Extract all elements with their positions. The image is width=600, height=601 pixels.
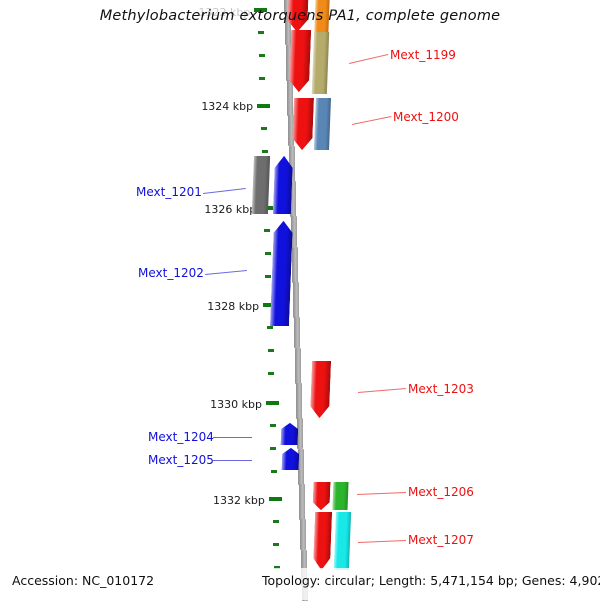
ruler-tick-minor	[271, 470, 277, 473]
status-bar: Accession: NC_010172 Topology: circular;…	[0, 568, 600, 600]
gene-arrow-down	[289, 30, 311, 92]
gene-1200[interactable]	[292, 98, 314, 150]
cog-1201-grey	[252, 156, 270, 214]
gene-1199[interactable]	[289, 30, 311, 92]
gene-arrow-down	[313, 512, 332, 570]
ruler-tick-minor	[259, 77, 265, 80]
gene-label-mext_1200[interactable]: Mext_1200	[393, 110, 459, 124]
ruler-tick-minor	[268, 372, 274, 375]
gene-label-mext_1205[interactable]: Mext_1205	[148, 453, 214, 467]
gene-1201[interactable]	[273, 156, 293, 214]
gene-label-leader	[349, 54, 388, 64]
gene-label-leader	[213, 460, 252, 461]
gene-label-mext_1203[interactable]: Mext_1203	[408, 382, 474, 396]
cog-1199-khaki	[312, 32, 329, 94]
ruler-tick-minor	[273, 543, 279, 546]
ruler-tick-minor	[265, 275, 271, 278]
ruler-tick-minor	[270, 424, 276, 427]
gene-label-mext_1207[interactable]: Mext_1207	[408, 533, 474, 547]
cog-1207-cyan	[334, 512, 351, 570]
gene-1205[interactable]	[282, 448, 300, 470]
gene-label-mext_1199[interactable]: Mext_1199	[390, 48, 456, 62]
genome-summary-text: Topology: circular; Length: 5,471,154 bp…	[262, 573, 600, 588]
gene-label-mext_1201[interactable]: Mext_1201	[136, 185, 202, 199]
gene-1203[interactable]	[310, 361, 331, 418]
ruler-tick-major	[266, 401, 279, 405]
ruler-tick-major	[257, 104, 270, 108]
page-title: Methylobacterium extorquens PA1, complet…	[0, 8, 600, 24]
gene-label-leader	[352, 116, 391, 125]
gene-arrow-up	[281, 423, 299, 445]
gene-label-leader	[358, 388, 406, 393]
gene-1202[interactable]	[270, 221, 293, 326]
ruler-tick-minor	[259, 54, 265, 57]
gene-label-leader	[213, 437, 252, 438]
ruler-tick-minor	[268, 349, 274, 352]
ruler-tick-minor	[273, 520, 279, 523]
gene-1204[interactable]	[281, 423, 299, 445]
gene-label-leader	[205, 270, 247, 275]
cog-1206-green	[332, 482, 348, 510]
gene-arrow-down	[312, 482, 330, 510]
ruler-tick-minor	[261, 127, 267, 130]
gene-arrow-up	[273, 156, 293, 214]
gene-arrow-down	[310, 361, 331, 418]
ruler-tick-minor	[270, 447, 276, 450]
ruler-tick-minor	[264, 229, 270, 232]
gene-label-mext_1202[interactable]: Mext_1202	[138, 266, 204, 280]
gene-label-leader	[357, 492, 406, 495]
gene-label-leader	[358, 540, 406, 543]
ruler-tick-minor	[267, 326, 273, 329]
cog-1200-steelblue	[314, 98, 331, 150]
ruler-label: 1330 kbp	[130, 398, 262, 411]
ruler-tick-minor	[262, 150, 268, 153]
gene-arrow-down	[292, 98, 314, 150]
ruler-label: 1326 kbp	[130, 203, 256, 216]
ruler-label: 1324 kbp	[130, 100, 253, 113]
ruler-tick-minor	[265, 252, 271, 255]
ruler-label: 1332 kbp	[130, 494, 265, 507]
gene-label-mext_1204[interactable]: Mext_1204	[148, 430, 214, 444]
gene-label-leader	[203, 188, 246, 194]
ruler-label: 1328 kbp	[130, 300, 259, 313]
gene-arrow-up	[270, 221, 293, 326]
accession-text: Accession: NC_010172	[12, 573, 154, 588]
gene-1206[interactable]	[312, 482, 330, 510]
gene-1207[interactable]	[313, 512, 332, 570]
ruler-tick-major	[269, 497, 282, 501]
ruler-tick-minor	[258, 31, 264, 34]
gene-label-mext_1206[interactable]: Mext_1206	[408, 485, 474, 499]
gene-arrow-up	[282, 448, 300, 470]
